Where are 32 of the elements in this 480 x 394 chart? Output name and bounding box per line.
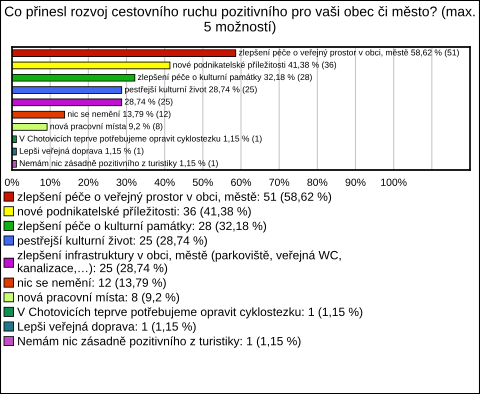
data-label: 28,74 % (25)	[124, 98, 172, 106]
data-label: zlepšení péče o kulturní památky 32,18 % (28)	[138, 74, 312, 82]
legend-label: nové podnikatelské příležitosti: 36 (41,38 %)	[18, 206, 251, 218]
x-tick-label: 10%	[40, 178, 60, 186]
x-tick-label: 20%	[78, 178, 98, 186]
data-label: nová pracovní místa 9,2 % (8)	[50, 122, 162, 131]
data-label: nic se nemění 13,79 % (12)	[68, 110, 170, 119]
x-tick-label: 60%	[231, 178, 252, 186]
chart-title: Co přinesl rozvoj cestovního ruchu pozitivního pro vaši obec či město? (max. 5 možností)	[4, 6, 475, 34]
data-label: nové podnikatelské příležitosti 41,38 % (36)	[173, 61, 336, 70]
legend-label: Lepši veřejná doprava: 1 (1,15 %)	[18, 322, 196, 334]
x-tick-label: 70%	[269, 178, 290, 186]
data-label: zlepšení péče o veřejný prostor v obci, městě 58,62 % (51)	[238, 49, 459, 58]
legend-label: V Chotovicích teprve potřebujeme opravit cyklostezku: 1 (1,15 %)	[17, 307, 362, 318]
x-tick-label: 90%	[346, 178, 366, 186]
legend-label: Nemám nic zásadně pozitivního z turistiky: 1 (1,15 %)	[18, 336, 301, 348]
x-tick-label: 100%	[381, 178, 407, 186]
data-label: Nemám nic zásadně pozitivního z turistiky 1,15 % (1)	[20, 160, 218, 168]
legend-label: zlepšení péče o kulturní památky: 28 (32,18 %)	[18, 221, 266, 233]
x-tick-label: 30%	[116, 178, 137, 186]
data-label: V Chotovicích teprve potřebujeme opravit cyklostezku 1,15 % (1)	[19, 135, 262, 144]
legend-label: nic se nemění: 12 (13,79 %)	[18, 278, 166, 290]
legend-label: nová pracovní místa: 8 (9,2 %)	[18, 292, 180, 304]
data-label: Lepši veřejná doprava 1,15 % (1)	[20, 148, 144, 156]
legend-label: zlepšení péče o veřejný prostor v obci, městě: 51 (58,62 %)	[18, 192, 332, 204]
legend-label: zlepšení infrastruktury v obci, městě (parkoviště, veřejná WC, kanalizace,…): 25 (28,74 %)	[18, 250, 341, 275]
x-tick-label: 80%	[307, 178, 328, 186]
x-tick-label: 40%	[154, 178, 175, 186]
data-label: pestřejší kulturní život 28,74 % (25)	[125, 86, 257, 94]
legend-label: pestřejší kulturní život: 25 (28,74 %)	[18, 236, 207, 248]
x-tick-label: 0%	[4, 178, 20, 186]
x-tick-label: 50%	[192, 178, 213, 186]
